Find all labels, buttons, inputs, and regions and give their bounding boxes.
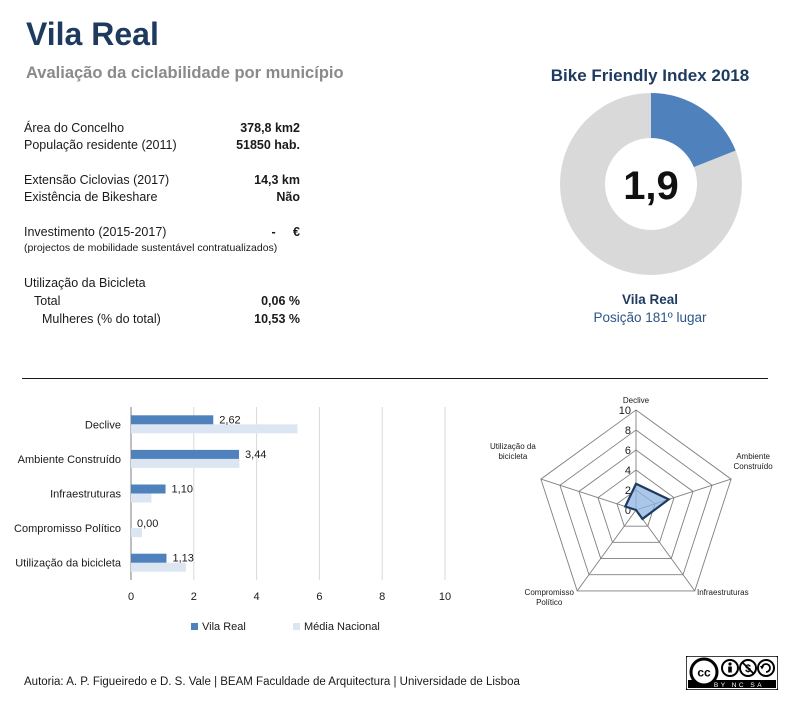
radar-axis-label: Infraestruturas: [697, 588, 749, 597]
cc-license-logo: cc $ BY NC SA: [686, 656, 778, 690]
stat-population-label: População residente (2011): [24, 138, 177, 152]
radar-axis-label: Declive: [623, 396, 650, 405]
radar-spoke: [540, 478, 637, 511]
bar-national-average: [131, 458, 240, 468]
bfi-score: 1,9: [623, 164, 679, 208]
bar-category-label: Ambiente Construído: [18, 454, 121, 466]
stat-bikeshare: Existência de Bikeshare Não: [24, 189, 300, 205]
bar-x-tick-label: 2: [191, 591, 197, 603]
bar-vila-real: [131, 484, 166, 494]
stat-usage-women-value: 10,53 %: [254, 312, 300, 326]
bar-category-label: Compromisso Político: [14, 523, 121, 535]
bar-category-label: Infraestruturas: [50, 489, 121, 501]
bar-x-tick-label: 8: [379, 591, 385, 603]
bfi-rank: Posição 181º lugar: [593, 310, 707, 325]
svg-text:cc: cc: [697, 666, 711, 680]
page-subtitle: Avaliação da ciclabilidade por município: [26, 64, 344, 82]
radar-tick-label: 0: [625, 505, 631, 517]
stat-investment: Investimento (2015-2017) - €: [24, 224, 300, 240]
bar-value-label: 1,10: [172, 484, 193, 496]
bfi-title: Bike Friendly Index 2018: [550, 66, 750, 85]
radar-spoke: [635, 509, 696, 592]
stat-cycleways-label: Extensão Ciclovias (2017): [24, 173, 170, 187]
footer-credit: Autoria: A. P. Figueiredo e D. S. Vale |…: [24, 676, 520, 688]
stat-bikeshare-label: Existência de Bikeshare: [24, 190, 158, 204]
bar-category-label: Utilização da bicicleta: [15, 558, 122, 570]
stat-usage-women-label: Mulheres (% do total): [42, 312, 161, 326]
stat-area: Área do Concelho 378,8 km2: [24, 120, 300, 136]
stat-investment-note: (projectos de mobilidade sustentável con…: [24, 242, 278, 254]
legend-swatch-national: [293, 623, 300, 630]
radar-grid-ring: [597, 469, 675, 543]
bar-x-tick-label: 0: [128, 591, 134, 603]
bar-x-tick-label: 6: [316, 591, 322, 603]
stat-population-value: 51850 hab.: [236, 138, 300, 152]
radar-tick-label: 8: [625, 425, 631, 437]
bar-vila-real: [131, 553, 167, 563]
usage-title: Utilização da Bicicleta: [24, 276, 146, 290]
bar-value-label: 3,44: [245, 449, 266, 461]
radar-grid-ring: [578, 449, 694, 559]
stat-cycleways-value: 14,3 km: [254, 173, 300, 187]
radar-tick-label: 2: [625, 485, 631, 497]
stat-bikeshare-value: Não: [276, 190, 300, 204]
radar-axis-label: Construído: [734, 462, 774, 471]
radar-grid-ring: [540, 409, 732, 592]
radar-axis-label: Utilização da: [490, 442, 536, 451]
bar-value-label: 2,62: [219, 414, 240, 426]
bfi-city: Vila Real: [621, 292, 679, 307]
radar-axis-label: Compromisso: [525, 588, 575, 597]
radar-tick-label: 6: [625, 445, 631, 457]
stat-usage-total: Total 0,06 %: [24, 293, 300, 309]
radar-grid-ring: [559, 429, 713, 576]
section-divider: [22, 378, 768, 379]
bar-national-average: [131, 424, 298, 434]
stat-investment-label: Investimento (2015-2017): [24, 225, 167, 239]
stat-investment-value: - €: [271, 225, 300, 239]
bar-national-average: [131, 528, 142, 538]
stat-usage-women: Mulheres (% do total) 10,53 %: [24, 311, 300, 327]
bar-vila-real: [131, 415, 214, 425]
radar-series-vila-real: [623, 482, 671, 521]
radar-axis-label: Político: [536, 598, 563, 607]
radar-tick-label: 10: [619, 405, 631, 417]
radar-axis-label: Ambiente: [736, 452, 770, 461]
stat-usage-total-value: 0,06 %: [261, 294, 300, 308]
bar-vila-real: [131, 449, 240, 459]
radar-tick-label: 4: [625, 465, 631, 477]
bar-x-tick-label: 10: [439, 591, 451, 603]
bar-national-average: [131, 493, 152, 503]
cc-license-text: BY NC SA: [714, 682, 764, 689]
stat-cycleways: Extensão Ciclovias (2017) 14,3 km: [24, 172, 300, 188]
indicator-bar-chart: 2,62 3,44 1,10 0,00 1,13 Declive Ambiente Con…: [14, 407, 451, 633]
radar-spoke: [576, 509, 637, 592]
donut-hole: [605, 138, 697, 230]
bar-category-label: Declive: [85, 419, 121, 431]
legend-swatch-vila-real: [191, 623, 198, 630]
bar-value-label: 0,00: [137, 518, 158, 530]
stat-area-value: 378,8 km2: [240, 121, 300, 135]
legend-label-national: Média Nacional: [304, 621, 380, 633]
radar-axis-label: bicicleta: [498, 452, 527, 461]
bar-x-tick-label: 4: [254, 591, 260, 603]
stat-population: População residente (2011) 51850 hab.: [24, 137, 300, 153]
legend-label-vila-real: Vila Real: [202, 621, 246, 633]
bar-national-average: [131, 562, 186, 572]
bar-value-label: 1,13: [172, 553, 193, 565]
page-title: Vila Real: [26, 16, 159, 52]
stat-area-label: Área do Concelho: [24, 121, 125, 135]
stat-usage-total-label: Total: [34, 294, 61, 308]
bfi-donut-chart: 1,9: [560, 93, 742, 275]
